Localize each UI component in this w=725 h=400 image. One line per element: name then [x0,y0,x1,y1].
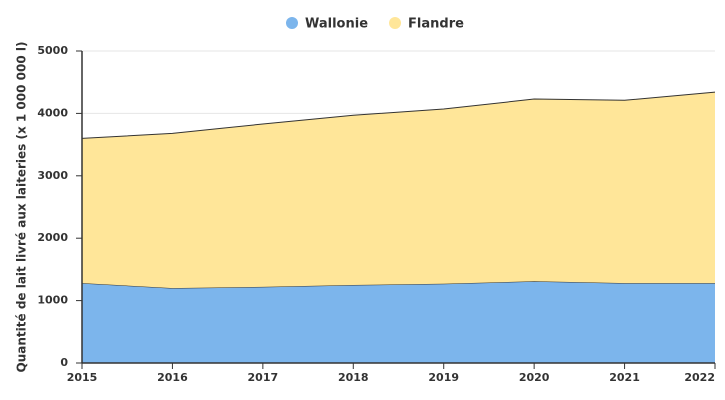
legend-marker [389,17,402,29]
area [82,281,715,363]
x-tick-label: 2015 [67,371,98,384]
x-tick-label: 2021 [609,371,640,384]
y-axis-title: Quantité de lait livré aux laiteries (x … [15,42,29,373]
y-tick-label: 3000 [37,169,68,182]
x-tick-label: 2022 [684,371,715,384]
x-tick-label: 2018 [338,371,369,384]
y-tick-label: 2000 [37,231,68,244]
legend-marker [286,17,298,29]
area [82,92,715,289]
area-line [81,91,716,139]
x-tick-label: 2020 [519,371,550,384]
x-tick-label: 2017 [248,371,279,384]
legend-label: Flandre [408,17,464,32]
y-tick-label: 4000 [37,106,68,119]
y-tick-label: 5000 [37,44,68,57]
y-tick-label: 1000 [37,294,68,307]
x-tick-label: 2019 [428,371,459,384]
y-tick-label: 0 [60,356,68,369]
x-tick-label: 2016 [157,371,188,384]
legend-label: Wallonie [305,17,368,32]
legend: Wallonie Flandre [286,17,464,32]
